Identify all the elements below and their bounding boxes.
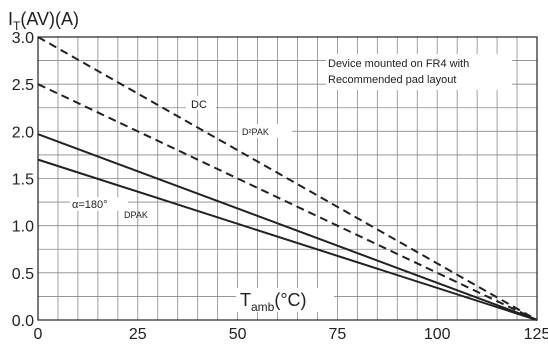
dc-label-background [186,96,216,110]
plot-frame [37,36,538,321]
note-background [326,54,512,90]
note-line-2: Recommended pad layout [328,74,456,86]
x-tick-label: 25 [129,326,147,343]
y-tick-label: 1.0 [12,219,34,236]
alpha-label: α=180° [72,199,108,211]
y-tick-label: 0.0 [12,313,34,330]
y-axis-title: IT(AV)(A) [8,9,79,33]
series-line-2 [37,83,538,321]
x-tick-label: 50 [229,326,247,343]
y-tick-label: 2.0 [12,124,34,141]
dpak-label: DPAK [124,210,148,220]
alpha-label-background [70,197,128,211]
tick-labels: 0 25 50 75 100 125 0.0 0.5 1.0 1.5 2.0 2.5 3.0 [12,30,548,343]
note-line-1: Device mounted on FR4 with [328,58,469,70]
x-tick-label: 125 [524,326,548,343]
dc-label: DC [191,99,207,111]
y-tick-label: 3.0 [12,30,34,47]
d2pak-label: D²PAK [242,127,269,137]
x-tick-label: 75 [329,326,347,343]
y-tick-label: 2.5 [12,77,34,94]
xlabel-background [236,288,334,312]
x-tick-label: 0 [34,326,43,343]
series-lines [37,36,538,321]
y-tick-label: 0.5 [12,266,34,283]
x-tick-label: 100 [424,326,451,343]
series-line-1 [37,36,538,321]
series-line-4 [37,158,538,321]
series-line-3 [37,133,538,321]
y-tick-label: 1.5 [12,172,34,189]
d2pak-label-background [238,124,292,138]
x-axis-title: Tamb(°C) [240,290,307,314]
